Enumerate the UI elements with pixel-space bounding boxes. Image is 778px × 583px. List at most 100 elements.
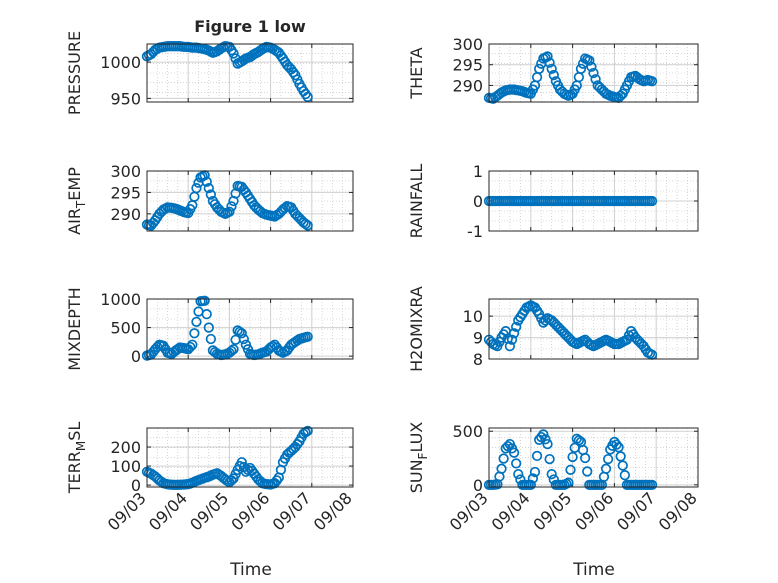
panel-sun_flux-ylabel: SUNFLUX: [407, 422, 430, 494]
panel-air_temp-minor-grid: [146, 171, 354, 231]
ytick-label: 8: [473, 350, 483, 369]
panel-mixdepth-ylabel: MIXDEPTH: [65, 287, 84, 370]
xlabel-right: Time: [572, 560, 615, 580]
data-point: [302, 425, 313, 437]
panel-air_temp-ylabel: AIRTEMP: [65, 167, 88, 235]
data-point: [646, 76, 658, 87]
ytick-label: 0: [473, 476, 483, 495]
data-point-interp: [222, 475, 233, 486]
data-point-interp: [586, 61, 597, 72]
data-point-interp: [544, 453, 555, 465]
data-point: [613, 442, 624, 453]
data-point: [567, 451, 578, 463]
data-point-interp: [615, 451, 626, 462]
data-point: [228, 344, 239, 355]
xlabel-left: Time: [229, 560, 272, 580]
data-point-interp: [185, 341, 196, 353]
data-point: [496, 463, 507, 474]
ytick-label: 295: [452, 56, 483, 75]
panel-pressure-title: Figure 1 low: [194, 17, 306, 36]
ylabel-subscript: M: [74, 441, 88, 451]
data-point: [302, 331, 313, 342]
panel-pressure-frame: [146, 43, 354, 103]
data-point: [579, 452, 591, 464]
ytick-label: 0: [131, 476, 141, 495]
data-point: [542, 51, 553, 62]
data-point: [236, 457, 247, 468]
data-point-interp: [573, 435, 585, 446]
data-point-interp: [201, 176, 212, 187]
ytick-label: 290: [110, 205, 141, 224]
ylabel-main: AIR: [65, 208, 84, 235]
data-point: [513, 468, 524, 480]
ytick-label: 500: [452, 422, 483, 441]
data-point: [584, 55, 595, 66]
data-point: [600, 463, 612, 474]
ytick-label: 9: [473, 329, 483, 348]
ylabel-subscript: T: [74, 200, 88, 209]
data-point-interp: [205, 189, 217, 200]
data-point: [302, 220, 313, 231]
ytick-label: 1000: [100, 290, 141, 309]
data-point-interp: [590, 74, 601, 85]
panel-terr_msl-markers: [141, 425, 313, 491]
ylabel-main: H2OMIXRA: [407, 286, 426, 372]
data-point-interp: [565, 464, 576, 475]
panel-air_temp-frame: [146, 170, 354, 232]
data-point: [534, 63, 545, 75]
ylabel-subscript: F: [416, 452, 430, 459]
ytick-label: 300: [110, 162, 141, 181]
panel-rainfall-frame: [488, 170, 699, 232]
data-point: [617, 460, 628, 471]
panel-terr_msl-frame: [146, 427, 354, 488]
ytick-label: 100: [110, 457, 141, 476]
panel-h2omixra: 8 9 10 H2OMIXRA: [407, 286, 699, 372]
data-point-interp: [531, 450, 543, 462]
data-point: [508, 328, 520, 339]
data-point: [236, 328, 247, 339]
panel-sun_flux-frame: [488, 427, 699, 488]
panel-h2omixra-ylabel: H2OMIXRA: [407, 286, 426, 372]
data-point-interp: [238, 333, 249, 345]
data-point: [191, 316, 202, 328]
data-point-interp: [511, 321, 522, 333]
data-point: [546, 63, 557, 75]
data-point-interp: [226, 345, 237, 357]
data-point: [224, 206, 235, 217]
ytick-label: 0: [131, 347, 141, 366]
panel-theta-ylabel: THETA: [407, 47, 426, 99]
panel-terr_msl-ylabel: TERRMSL: [65, 422, 88, 495]
panel-theta-markers: [483, 51, 658, 104]
data-point-interp: [205, 333, 217, 345]
panel-pressure-ylabel: PRESSURE: [65, 31, 84, 115]
panel-pressure-markers: [141, 41, 313, 103]
ytick-label: 950: [110, 89, 141, 108]
panel-pressure: 950 1000 PRESSURE Figure 1 low: [65, 17, 354, 115]
ylabel-main: TERR: [65, 451, 84, 494]
data-point: [575, 63, 587, 75]
ytick-label: 1000: [100, 53, 141, 72]
data-point: [203, 182, 214, 194]
ytick-label: 300: [452, 35, 483, 54]
data-point-interp: [271, 475, 282, 486]
ytick-label: 295: [110, 183, 141, 202]
data-point: [203, 322, 214, 333]
panel-h2omixra-frame: [488, 298, 699, 360]
data-point-interp: [226, 201, 237, 212]
data-point-interp: [544, 57, 555, 68]
data-point-interp: [511, 458, 522, 469]
data-point: [525, 479, 536, 491]
data-point: [228, 48, 239, 59]
data-point-interp: [582, 466, 593, 477]
ylabel-suffix: EMP: [65, 167, 84, 201]
ylabel-suffix: SL: [65, 422, 84, 441]
data-point-interp: [201, 308, 212, 320]
ytick-label: 1: [473, 162, 483, 181]
panel-air_temp: 290 295 300 AIRTEMP: [65, 162, 354, 235]
panel-rainfall: -1 0 1 RAINFALL: [407, 162, 699, 241]
data-point: [538, 429, 549, 440]
data-point: [199, 295, 210, 306]
data-point-interp: [540, 434, 551, 445]
